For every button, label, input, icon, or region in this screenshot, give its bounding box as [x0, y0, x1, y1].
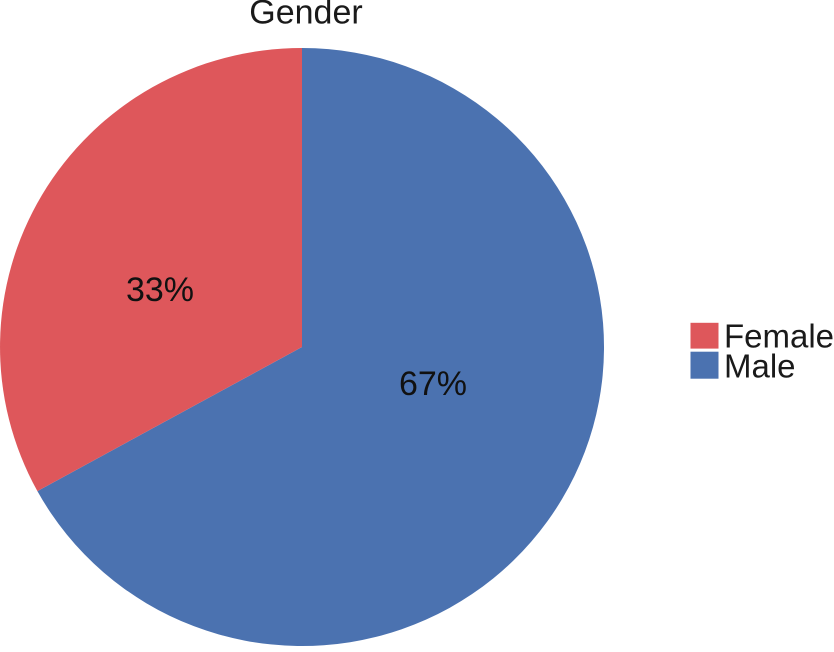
svg-text:Gender: Gender: [249, 0, 362, 32]
svg-text:Female: Female: [724, 317, 834, 354]
svg-text:67%: 67%: [399, 365, 467, 403]
svg-text:33%: 33%: [126, 271, 194, 309]
svg-text:Male: Male: [724, 347, 796, 384]
